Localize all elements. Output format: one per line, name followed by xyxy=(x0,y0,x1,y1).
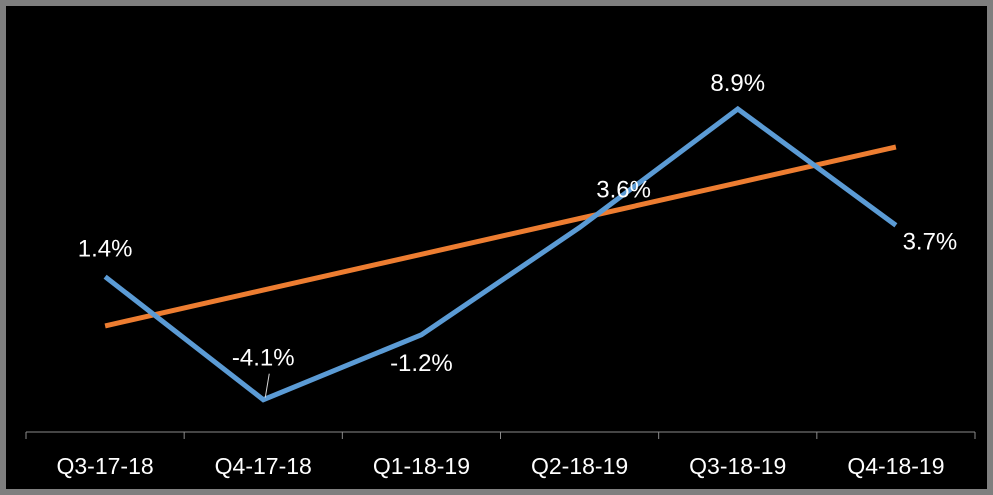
x-tick-label: Q4-18-19 xyxy=(847,453,944,479)
data-label: 8.9% xyxy=(710,70,765,97)
x-tick-labels: Q3-17-18 Q4-17-18 Q1-18-19 Q2-18-19 Q3-18-19… xyxy=(56,453,944,479)
data-label: -1.2% xyxy=(390,350,453,377)
x-axis xyxy=(25,431,976,439)
label-leader-line xyxy=(264,373,270,398)
data-labels: 1.4% -4.1% -1.2% 3.6% 8.9% 3.7% xyxy=(78,70,958,398)
x-tick-label: Q1-18-19 xyxy=(373,453,470,479)
series-layer xyxy=(103,105,898,403)
x-tick-label: Q3-17-18 xyxy=(56,453,153,479)
chart-frame xyxy=(6,6,987,489)
data-label: 3.7% xyxy=(903,228,958,255)
data-label: 1.4% xyxy=(78,236,133,263)
x-tick-label: Q3-18-19 xyxy=(689,453,786,479)
data-label: -4.1% xyxy=(232,345,295,372)
trendline xyxy=(104,144,897,329)
series-line xyxy=(103,105,898,403)
x-tick-label: Q2-18-19 xyxy=(531,453,628,479)
data-label: 3.6% xyxy=(596,176,651,203)
x-tick-label: Q4-17-18 xyxy=(215,453,312,479)
